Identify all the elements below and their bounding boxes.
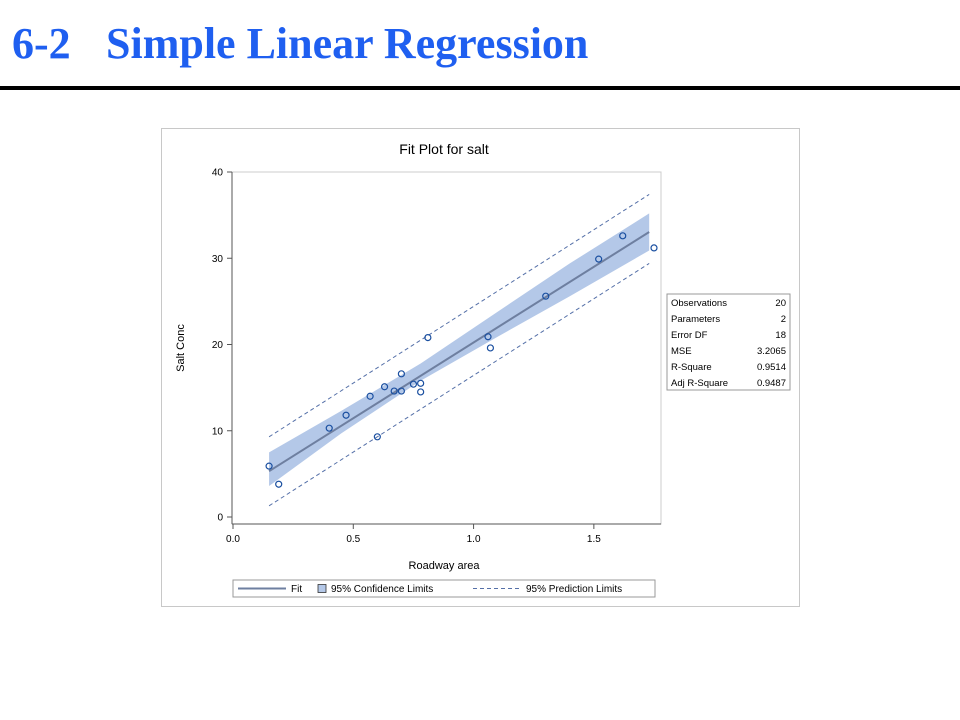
y-tick-label-2: 20 <box>212 340 224 351</box>
data-point-18 <box>619 232 627 240</box>
chart-title: Fit Plot for salt <box>399 141 489 157</box>
y-axis-label: Salt Conc <box>175 324 187 372</box>
y-tick-label-1: 10 <box>212 426 224 437</box>
data-point-13 <box>424 334 432 342</box>
stats-label-5: Adj R-Square <box>671 378 728 389</box>
y-tick-label-0: 0 <box>217 513 223 524</box>
x-tick-label-1: 0.5 <box>346 534 360 545</box>
y-tick-label-3: 30 <box>212 254 224 265</box>
data-point-2 <box>325 424 333 432</box>
legend-band-swatch <box>317 584 327 593</box>
x-axis: 0.0 0.5 1.0 1.5 <box>226 523 661 545</box>
stats-label-3: MSE <box>671 346 692 357</box>
y-axis: 0 10 20 30 40 <box>212 168 233 524</box>
data-point-15 <box>486 344 495 352</box>
data-point-0 <box>265 462 273 470</box>
stats-table-border <box>666 293 791 391</box>
title-rule <box>0 86 960 90</box>
slide-number: 6-2 <box>12 19 71 68</box>
chart-frame: Fit Plot for salt 0.0 0.5 1.0 1.5 0 10 20 30 40… <box>161 128 800 607</box>
stats-value-2: 18 <box>775 330 786 341</box>
x-tick-label-2: 1.0 <box>467 534 481 545</box>
fit-line <box>268 231 650 473</box>
y-tick-label-4: 40 <box>212 168 224 179</box>
legend-border <box>232 579 656 598</box>
data-point-17 <box>595 255 603 263</box>
x-tick-label-3: 1.5 <box>587 534 601 545</box>
data-point-10 <box>409 380 418 388</box>
data-point-3 <box>342 411 350 419</box>
stats-value-1: 2 <box>781 314 786 325</box>
legend: Fit 95% Confidence Limits 95% Prediction L… <box>232 579 656 598</box>
stats-value-0: 20 <box>775 298 786 309</box>
data-point-9 <box>397 370 405 378</box>
stats-label-2: Error DF <box>671 330 708 341</box>
fit-plot: Fit Plot for salt 0.0 0.5 1.0 1.5 0 10 20 30 40… <box>175 141 791 598</box>
slide-title-text: Simple Linear Regression <box>106 19 589 68</box>
slide-title: 6-2 Simple Linear Regression <box>12 22 588 66</box>
confidence-band <box>269 213 650 486</box>
data-point-4 <box>366 392 374 400</box>
stats-value-3: 3.2065 <box>757 346 786 357</box>
data-points <box>265 232 658 488</box>
data-point-19 <box>650 244 658 252</box>
data-point-7 <box>390 387 398 395</box>
stats-label-0: Observations <box>671 298 727 309</box>
data-point-6 <box>380 383 389 391</box>
stats-value-5: 0.9487 <box>757 378 786 389</box>
prediction-limit-upper <box>268 194 650 438</box>
stats-label-1: Parameters <box>671 314 720 325</box>
stats-table: Observations 20 Parameters 2 Error DF 18 MSE 3.… <box>666 293 791 391</box>
data-point-8 <box>397 387 405 395</box>
x-tick-label-0: 0.0 <box>226 534 240 545</box>
data-point-12 <box>417 379 425 387</box>
legend-item-2: 95% Prediction Limits <box>526 584 622 595</box>
data-point-5 <box>373 433 381 441</box>
legend-item-1: 95% Confidence Limits <box>331 584 433 595</box>
data-point-16 <box>542 292 550 300</box>
data-point-14 <box>484 333 492 341</box>
data-point-1 <box>275 480 283 488</box>
stats-label-4: R-Square <box>671 362 712 373</box>
data-point-11 <box>417 388 425 396</box>
x-axis-label: Roadway area <box>409 560 481 572</box>
plot-area <box>231 171 662 525</box>
legend-item-0: Fit <box>291 584 302 595</box>
prediction-limit-lower <box>268 263 650 507</box>
stats-value-4: 0.9514 <box>757 362 786 373</box>
